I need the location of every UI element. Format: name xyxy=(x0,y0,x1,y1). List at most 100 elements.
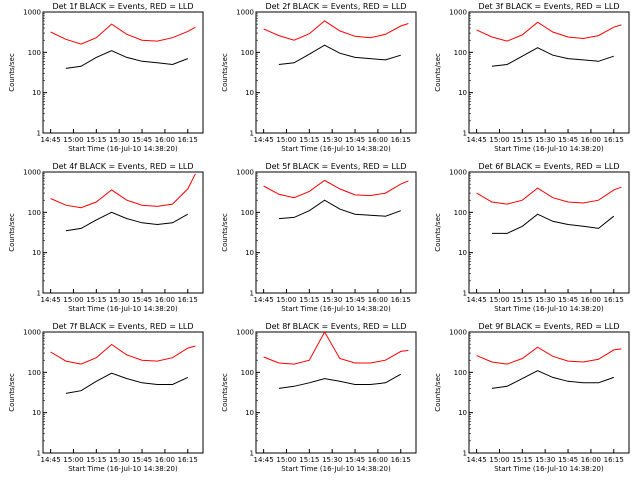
x-tick-label: 15:15 xyxy=(299,456,319,464)
x-tick-label: 15:45 xyxy=(558,296,578,304)
lld-series-line xyxy=(50,343,196,365)
x-tick-label: 16:15 xyxy=(604,456,624,464)
detector-chart-svg: Det 8f BLACK = Events, RED = LLD 1 10 100 10… xyxy=(221,322,417,473)
x-tick-label: 15:45 xyxy=(345,136,365,144)
plot-frame xyxy=(255,331,417,454)
chart-title: Det 4f BLACK = Events, RED = LLD xyxy=(52,162,193,171)
plot-frame xyxy=(255,171,417,294)
y-tick-label: 100 xyxy=(28,49,41,57)
events-series-line xyxy=(278,44,401,65)
lld-series-line xyxy=(50,173,196,209)
x-tick-label: 15:30 xyxy=(322,456,342,464)
detector-chart-svg: Det 2f BLACK = Events, RED = LLD 1 10 100 10… xyxy=(221,2,417,153)
x-tick-label: 14:45 xyxy=(41,136,61,144)
x-tick-label: 15:30 xyxy=(109,456,129,464)
x-tick-label: 14:45 xyxy=(467,136,487,144)
plot-frame xyxy=(255,11,417,134)
y-tick-label: 1000 xyxy=(236,329,254,337)
x-tick-label: 15:30 xyxy=(535,296,555,304)
x-axis-label: Start Time (16-Jul-10 14:38:20) xyxy=(281,145,391,153)
x-tick-label: 15:30 xyxy=(322,296,342,304)
plot-frame xyxy=(468,171,630,294)
y-tick-label: 100 xyxy=(28,369,41,377)
detector-chart-svg: Det 4f BLACK = Events, RED = LLD 1 10 100 10… xyxy=(8,162,204,313)
x-tick-label: 16:00 xyxy=(155,136,175,144)
y-tick-label: 1000 xyxy=(23,169,41,177)
x-tick-label: 14:45 xyxy=(467,456,487,464)
x-tick-label: 15:00 xyxy=(276,456,296,464)
y-tick-label: 1000 xyxy=(449,169,467,177)
detector-panel-3: Det 3f BLACK = Events, RED = LLD 1 10 100 10… xyxy=(426,0,639,160)
x-axis-label: Start Time (16-Jul-10 14:38:20) xyxy=(281,465,391,473)
y-tick-label: 100 xyxy=(241,49,254,57)
x-tick-label: 15:30 xyxy=(322,136,342,144)
y-tick-label: 1 xyxy=(250,130,254,138)
chart-title: Det 8f BLACK = Events, RED = LLD xyxy=(265,322,406,331)
y-tick-label: 1 xyxy=(37,450,41,458)
plot-frame xyxy=(42,171,204,294)
events-series-line xyxy=(278,373,402,389)
x-tick-label: 15:00 xyxy=(489,136,509,144)
x-axis-label: Start Time (16-Jul-10 14:38:20) xyxy=(494,305,604,313)
x-tick-label: 16:15 xyxy=(391,136,411,144)
detector-panel-5: Det 5f BLACK = Events, RED = LLD 1 10 100 10… xyxy=(213,160,426,320)
detector-panel-6: Det 6f BLACK = Events, RED = LLD 1 10 100 10… xyxy=(426,160,639,320)
x-tick-label: 15:00 xyxy=(276,296,296,304)
y-tick-label: 1 xyxy=(463,130,467,138)
y-tick-label: 10 xyxy=(245,409,254,417)
y-tick-label: 10 xyxy=(32,409,41,417)
x-tick-label: 16:15 xyxy=(178,136,198,144)
x-tick-label: 16:15 xyxy=(604,136,624,144)
y-tick-label: 1 xyxy=(250,450,254,458)
x-tick-label: 15:15 xyxy=(512,136,532,144)
x-tick-label: 16:15 xyxy=(178,456,198,464)
y-tick-label: 1000 xyxy=(449,9,467,17)
y-tick-label: 10 xyxy=(32,89,41,97)
y-tick-label: 1000 xyxy=(23,9,41,17)
events-series-line xyxy=(278,199,401,220)
y-tick-label: 100 xyxy=(454,209,467,217)
x-tick-label: 15:45 xyxy=(558,456,578,464)
x-tick-label: 14:45 xyxy=(41,456,61,464)
y-tick-label: 1000 xyxy=(236,9,254,17)
y-tick-label: 100 xyxy=(241,369,254,377)
detector-chart-svg: Det 5f BLACK = Events, RED = LLD 1 10 100 10… xyxy=(221,162,417,313)
x-tick-label: 15:45 xyxy=(132,456,152,464)
y-axis-label: Counts/sec xyxy=(434,53,442,92)
x-tick-label: 15:30 xyxy=(109,136,129,144)
x-tick-label: 15:00 xyxy=(63,296,83,304)
x-tick-label: 14:45 xyxy=(254,456,274,464)
x-tick-label: 15:45 xyxy=(132,136,152,144)
x-tick-label: 14:45 xyxy=(41,296,61,304)
events-series-line xyxy=(491,213,615,234)
detector-chart-svg: Det 9f BLACK = Events, RED = LLD 1 10 100 10… xyxy=(434,322,630,473)
events-series-line xyxy=(491,370,614,389)
y-tick-label: 10 xyxy=(458,409,467,417)
x-tick-label: 15:15 xyxy=(86,296,106,304)
y-tick-label: 1 xyxy=(37,130,41,138)
chart-title: Det 9f BLACK = Events, RED = LLD xyxy=(478,322,619,331)
y-axis-label: Counts/sec xyxy=(434,373,442,412)
chart-title: Det 6f BLACK = Events, RED = LLD xyxy=(478,162,619,171)
x-tick-label: 16:00 xyxy=(368,136,388,144)
y-tick-label: 10 xyxy=(32,249,41,257)
x-tick-label: 15:30 xyxy=(109,296,129,304)
y-tick-label: 100 xyxy=(454,49,467,57)
x-tick-label: 15:00 xyxy=(489,296,509,304)
x-axis-label: Start Time (16-Jul-10 14:38:20) xyxy=(494,145,604,153)
x-tick-label: 15:00 xyxy=(63,456,83,464)
detector-panel-4: Det 4f BLACK = Events, RED = LLD 1 10 100 10… xyxy=(0,160,213,320)
plot-frame xyxy=(42,11,204,134)
detector-chart-svg: Det 1f BLACK = Events, RED = LLD 1 10 100 10… xyxy=(8,2,204,153)
x-tick-label: 15:15 xyxy=(299,296,319,304)
y-tick-label: 100 xyxy=(28,209,41,217)
x-tick-label: 16:15 xyxy=(391,456,411,464)
y-axis-label: Counts/sec xyxy=(434,213,442,252)
detector-panel-8: Det 8f BLACK = Events, RED = LLD 1 10 100 10… xyxy=(213,320,426,480)
detector-chart-svg: Det 3f BLACK = Events, RED = LLD 1 10 100 10… xyxy=(434,2,630,153)
x-tick-label: 15:00 xyxy=(63,136,83,144)
lld-series-line xyxy=(476,21,622,42)
y-axis-label: Counts/sec xyxy=(221,213,229,252)
x-tick-label: 14:45 xyxy=(467,296,487,304)
